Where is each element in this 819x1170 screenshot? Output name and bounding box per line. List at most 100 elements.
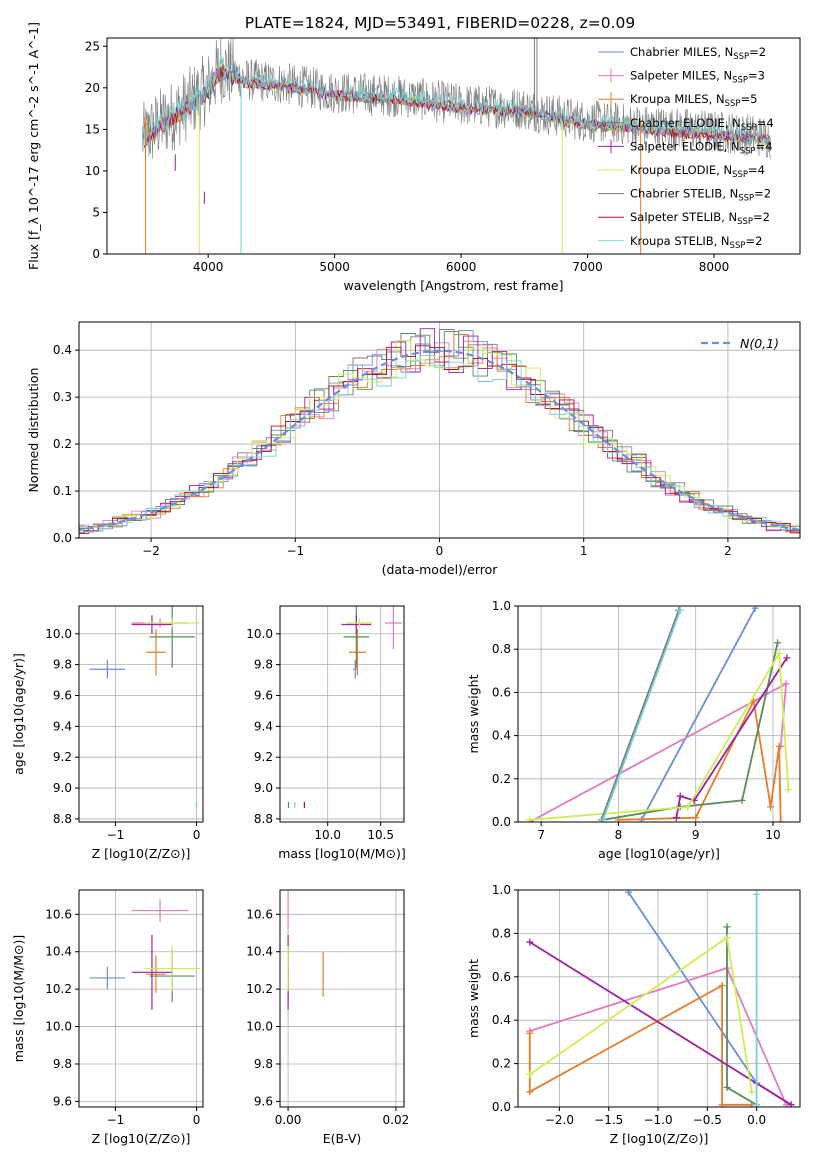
weight-marker <box>784 786 792 794</box>
y-tick-label: 9.6 <box>53 688 72 702</box>
weight-marker <box>526 816 534 822</box>
spectrum-line <box>142 68 771 146</box>
y-tick-label: 10.0 <box>246 1020 273 1034</box>
weight-line <box>726 926 758 1106</box>
x-axis-label: (data-model)/error <box>382 562 499 577</box>
y-tick-label: 10.0 <box>45 627 72 641</box>
x-tick-label: −2 <box>142 544 160 558</box>
x-tick-label: 10.0 <box>314 828 341 842</box>
weight-marker <box>718 1101 726 1107</box>
x-tick-label: 0 <box>193 828 201 842</box>
x-tick-label: 0 <box>193 1113 201 1127</box>
x-tick-label: 7000 <box>572 260 603 274</box>
weight-marker <box>526 1088 534 1096</box>
weight-marker <box>676 606 684 614</box>
panel-mass_vs_Z: −1 0 9.6 9.8 10.0 10.2 10.4 10.6 Z [log10(Z/Z⊙)]… <box>11 889 204 1146</box>
spectrum-line <box>142 38 771 162</box>
y-axis-label: age [log10(age/yr)] <box>11 653 26 775</box>
y-tick-label: 8.8 <box>53 812 72 826</box>
plot-area <box>142 38 772 254</box>
plot-area <box>79 328 800 536</box>
weight-marker <box>748 1088 756 1096</box>
panels-layer: Chabrier MILES, NSSP=2 Salpeter MILES, NS… <box>11 22 801 1146</box>
y-tick-label: 9.6 <box>53 1094 72 1108</box>
y-tick-label: 9.0 <box>53 781 72 795</box>
y-tick-label: 10.2 <box>246 982 273 996</box>
y-tick-label: 0.8 <box>492 642 511 656</box>
legend-entry: Salpeter STELIB, NSSP=2 <box>630 210 770 227</box>
legend-entry: Kroupa STELIB, NSSP=2 <box>630 234 762 251</box>
weight-line <box>529 682 788 822</box>
y-tick-label: 0.1 <box>53 484 72 498</box>
y-tick-label: 0.2 <box>492 1057 511 1071</box>
spectrum-line <box>142 55 772 151</box>
x-axis-label: mass [log10(M/M⊙)] <box>278 846 406 861</box>
weight-marker <box>775 742 783 750</box>
axes-frame <box>106 37 801 255</box>
panel-age_vs_mass: 10.0 10.5 8.8 9.0 9.2 9.4 9.6 9.8 10.0 mass [log1… <box>246 605 406 861</box>
weight-marker <box>777 818 785 822</box>
y-tick-label: 1.0 <box>492 883 511 897</box>
x-tick-label: 1 <box>580 544 588 558</box>
y-tick-label: 0.6 <box>492 970 511 984</box>
x-tick-label: −1.0 <box>643 1113 672 1127</box>
x-axis-label: Z [log10(Z/Z⊙)] <box>92 1131 191 1146</box>
y-tick-label: 0 <box>92 247 100 261</box>
weight-marker <box>692 814 700 822</box>
weight-marker <box>526 1070 534 1078</box>
y-tick-label: 10.6 <box>45 907 72 921</box>
axes-frame <box>517 889 801 1108</box>
weight-line <box>675 657 788 818</box>
weight-marker <box>676 792 684 800</box>
panel-weight_vs_Z: −2.0 −1.5 −1.0 −0.5 0.0 0.0 0.2 0.4 0.6 0.8 1.0 Z [… <box>466 883 801 1146</box>
y-tick-label: 20 <box>85 81 100 95</box>
weight-marker <box>624 890 632 896</box>
plot-area <box>89 899 200 1010</box>
histogram-step <box>79 340 800 534</box>
panel-residuals: N(0,1) −2 −1 0 1 2 0.0 0.1 0.2 0.3 0.4 (data-model)… <box>26 321 801 577</box>
y-tick-label: 0.2 <box>53 437 72 451</box>
weight-line <box>600 609 680 821</box>
x-tick-label: 7 <box>537 828 545 842</box>
weight-marker <box>782 680 790 688</box>
weight-marker <box>753 1101 761 1107</box>
x-tick-label: 2 <box>724 544 732 558</box>
x-axis-label: Z [log10(Z/Z⊙)] <box>610 1131 709 1146</box>
y-tick-label: 0.8 <box>492 926 511 940</box>
weight-line <box>640 607 756 821</box>
x-tick-label: −1 <box>107 828 125 842</box>
y-tick-label: 8.8 <box>254 812 273 826</box>
x-tick-label: 8000 <box>699 260 730 274</box>
panel-spectrum: Chabrier MILES, NSSP=2 Salpeter MILES, NS… <box>26 22 801 293</box>
weight-marker <box>787 1101 795 1107</box>
y-tick-label: 10.6 <box>246 907 273 921</box>
x-tick-label: 0.0 <box>747 1113 766 1127</box>
legend-entry: Kroupa ELODIE, NSSP=4 <box>630 163 765 180</box>
plot-area <box>287 891 324 1010</box>
histogram-step <box>79 355 800 533</box>
panel-weight_vs_age: 7 8 9 10 0.0 0.2 0.4 0.6 0.8 1.0 age [log10(age/yr… <box>466 599 801 861</box>
x-tick-label: −0.5 <box>693 1113 722 1127</box>
axes-frame <box>78 889 204 1108</box>
y-tick-label: 10.0 <box>246 627 273 641</box>
axes-frame <box>279 605 405 823</box>
weight-line <box>602 642 779 821</box>
weight-marker <box>672 814 680 822</box>
y-axis-label: Normed distribution <box>26 368 41 493</box>
weight-line <box>627 891 792 1106</box>
legend-entry: Salpeter ELODIE, NSSP=4 <box>630 139 773 156</box>
legend-entry: Kroupa MILES, NSSP=5 <box>630 92 757 109</box>
y-tick-label: 0.0 <box>492 815 511 829</box>
y-tick-label: 9.8 <box>254 1057 273 1071</box>
weight-line <box>618 698 782 822</box>
plot-area <box>526 890 795 1107</box>
plot-area <box>89 606 200 809</box>
axes-frame <box>517 605 801 823</box>
y-tick-label: 9.8 <box>254 658 273 672</box>
panel-age_vs_Z: −1 0 8.8 9.0 9.2 9.4 9.6 9.8 10.0 Z [log10(Z/Z⊙)]… <box>11 605 204 861</box>
y-tick-label: 10.0 <box>45 1020 72 1034</box>
y-tick-label: 10.2 <box>45 982 72 996</box>
x-axis-label: Z [log10(Z/Z⊙)] <box>92 846 191 861</box>
weight-marker <box>599 816 607 822</box>
